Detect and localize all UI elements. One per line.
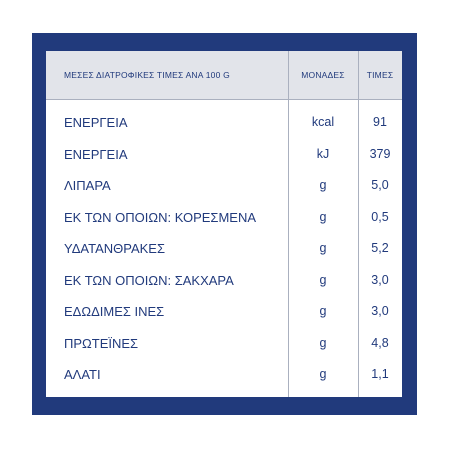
nutrient-name: ΥΔΑΤΑΝΘΡΑΚΕΣ	[64, 241, 165, 256]
nutrient-name: ΕΝΕΡΓΕΙΑ	[64, 146, 128, 162]
nutrient-name: ΕΚ ΤΩΝ ΟΠΟΙΩΝ: ΚΟΡΕΣΜΕΝΑ	[64, 209, 257, 225]
nutrient-unit: g	[319, 335, 327, 350]
nutrient-value: 0,5	[371, 209, 389, 224]
nutrient-value: 91	[373, 115, 387, 129]
nutrition-table: ΜΕΣΕΣ ΔΙΑΤΡΟΦΙΚΕΣ ΤΙΜΕΣ ΑΝΑ 100 G ΜΟΝΑΔΕ…	[46, 51, 402, 397]
nutrient-unit: g	[319, 367, 327, 381]
nutrient-unit: kJ	[316, 146, 330, 161]
nutrient-unit: g	[319, 304, 327, 318]
table-header	[46, 51, 402, 100]
nutrient-name: ΠΡΩΤΕΪΝΕΣ	[64, 335, 139, 351]
nutrient-name: ΕΝΕΡΓΕΙΑ	[64, 115, 128, 130]
table-row: ΕΝΕΡΓΕΙΑ kcal 91	[46, 107, 402, 139]
column-divider-values	[358, 51, 359, 397]
nutrient-value: 5,0	[371, 178, 389, 192]
nutrient-value: 1,1	[371, 367, 389, 381]
nutrient-unit: kcal	[311, 115, 335, 129]
nutrition-table-frame: ΜΕΣΕΣ ΔΙΑΤΡΟΦΙΚΕΣ ΤΙΜΕΣ ΑΝΑ 100 G ΜΟΝΑΔΕ…	[32, 33, 417, 415]
table-row: ΕΚ ΤΩΝ ΟΠΟΙΩΝ: ΣΑΚΧΑΡΑ g 3,0	[46, 265, 402, 297]
table-row: ΠΡΩΤΕΪΝΕΣ g 4,8	[46, 328, 402, 360]
nutrient-unit: g	[319, 241, 327, 255]
nutrient-value: 3,0	[371, 272, 389, 287]
nutrient-name: ΕΚ ΤΩΝ ΟΠΟΙΩΝ: ΣΑΚΧΑΡΑ	[64, 272, 234, 288]
nutrient-unit: g	[319, 178, 327, 192]
table-row: ΥΔΑΤΑΝΘΡΑΚΕΣ g 5,2	[46, 233, 402, 265]
table-row: ΕΚ ΤΩΝ ΟΠΟΙΩΝ: ΚΟΡΕΣΜΕΝΑ g 0,5	[46, 202, 402, 234]
nutrient-name: ΛΙΠΑΡΑ	[64, 178, 111, 193]
header-values: ΤΙΜΕΣ	[366, 70, 394, 80]
table-body: ΕΝΕΡΓΕΙΑ kcal 91 ΕΝΕΡΓΕΙΑ kJ 379 ΛΙΠΑΡΑ …	[46, 107, 402, 391]
nutrient-value: 379	[369, 146, 391, 161]
column-divider-units	[288, 51, 289, 397]
nutrient-value: 5,2	[371, 241, 389, 255]
header-units: ΜΟΝΑΔΕΣ	[301, 70, 345, 80]
nutrient-value: 4,8	[371, 335, 389, 350]
table-row: ΛΙΠΑΡΑ g 5,0	[46, 170, 402, 202]
header-nutrient: ΜΕΣΕΣ ΔΙΑΤΡΟΦΙΚΕΣ ΤΙΜΕΣ ΑΝΑ 100 G	[64, 70, 230, 80]
nutrient-name: ΑΛΑΤΙ	[64, 367, 101, 382]
nutrient-value: 3,0	[371, 304, 389, 318]
nutrient-name: ΕΔΩΔΙΜΕΣ ΙΝΕΣ	[64, 304, 165, 319]
table-row: ΕΔΩΔΙΜΕΣ ΙΝΕΣ g 3,0	[46, 296, 402, 328]
nutrient-unit: g	[319, 209, 327, 224]
table-row: ΕΝΕΡΓΕΙΑ kJ 379	[46, 139, 402, 171]
nutrient-unit: g	[319, 272, 327, 287]
table-row: ΑΛΑΤΙ g 1,1	[46, 359, 402, 391]
